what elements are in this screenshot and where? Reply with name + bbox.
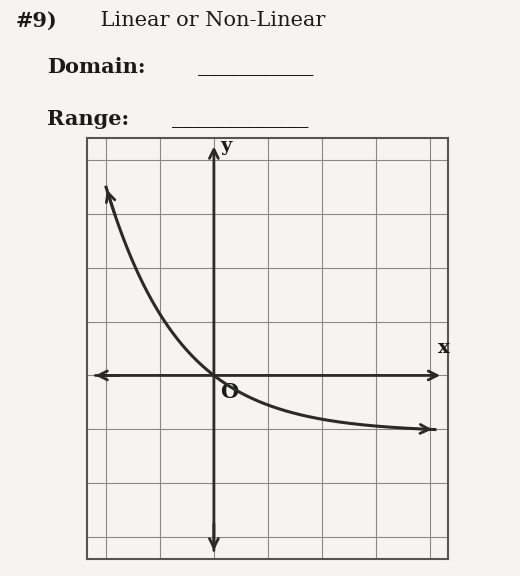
Text: x: x: [438, 339, 449, 357]
Text: Linear or Non-Linear: Linear or Non-Linear: [94, 10, 325, 29]
Text: _____________: _____________: [172, 109, 308, 128]
Text: #9): #9): [16, 10, 57, 31]
Text: Range:: Range:: [47, 109, 129, 128]
Text: y: y: [220, 138, 232, 156]
Text: Domain:: Domain:: [47, 57, 145, 77]
Text: O: O: [220, 382, 239, 402]
Text: ___________: ___________: [198, 57, 313, 76]
